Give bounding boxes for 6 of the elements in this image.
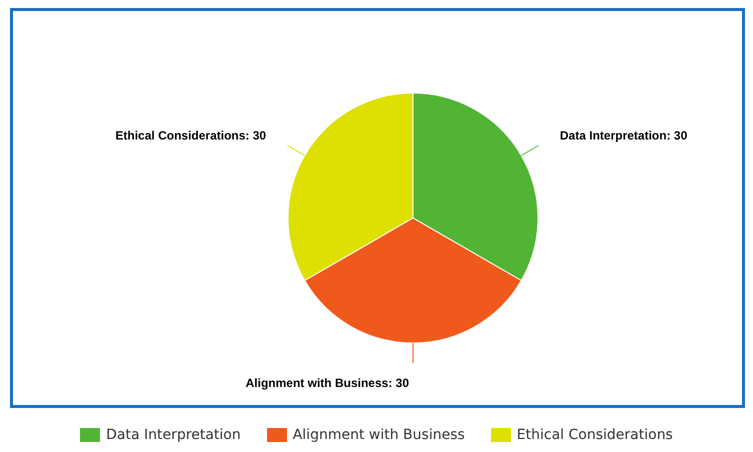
data-label: Alignment with Business: 30 [246, 376, 410, 390]
legend-label: Alignment with Business [292, 427, 465, 443]
legend-label: Data Interpretation [106, 427, 241, 443]
data-label: Data Interpretation: 30 [560, 128, 688, 142]
data-label: Ethical Considerations: 30 [115, 128, 266, 142]
legend-label: Ethical Considerations [516, 427, 673, 443]
